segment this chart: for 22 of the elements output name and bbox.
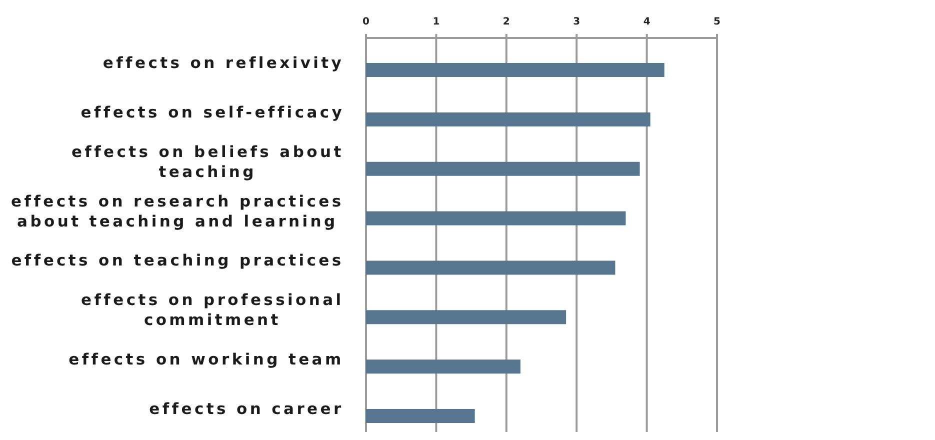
y-tick-label: effects on working team — [68, 350, 344, 369]
x-tick-label: 3 — [573, 16, 580, 28]
bar — [366, 63, 664, 77]
x-tick-label: 1 — [432, 16, 440, 28]
x-tick-label: 2 — [502, 16, 510, 28]
y-tick-label: effects on reflexivity — [102, 54, 344, 72]
bar — [366, 360, 520, 374]
y-tick-label: effects on professional commitment — [81, 291, 344, 330]
x-tick-label: 4 — [643, 16, 650, 28]
bar — [366, 310, 566, 324]
bar — [366, 162, 640, 176]
x-tick-label: 0 — [362, 16, 370, 28]
bar — [366, 260, 616, 275]
bar — [366, 211, 626, 226]
y-tick-label: effects on self-efficacy — [80, 103, 345, 122]
y-tick-label: effects on beliefs about teaching — [71, 142, 344, 181]
bar — [366, 112, 650, 126]
x-tick-label: 5 — [714, 16, 721, 28]
y-tick-label: effects on career — [149, 400, 344, 418]
bar — [366, 409, 475, 423]
y-tick-label: effects on research practices about teaching and learning — [11, 192, 344, 230]
y-tick-label: effects on teaching practices — [11, 252, 344, 270]
